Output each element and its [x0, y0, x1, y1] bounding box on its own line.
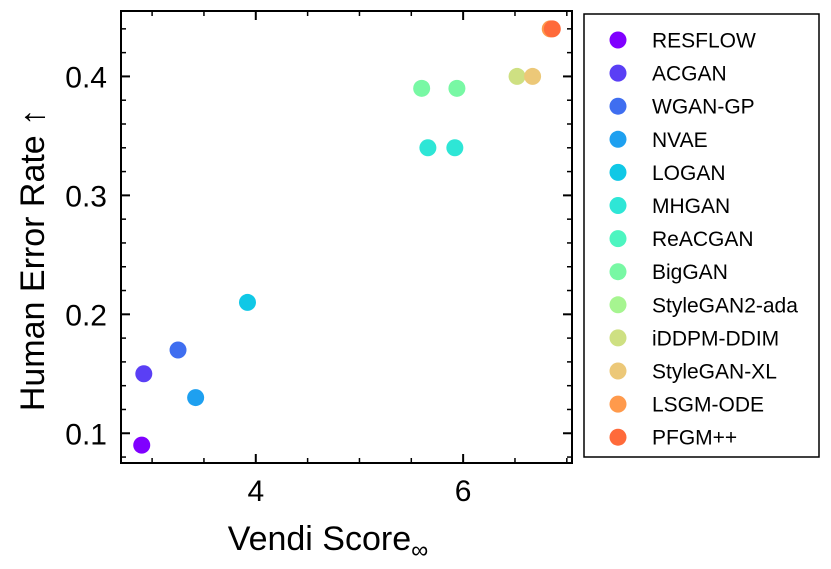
- y-tick-label: 0.2: [65, 299, 107, 332]
- legend-marker: [609, 329, 627, 347]
- legend-marker: [609, 362, 627, 380]
- legend-label: ACGAN: [652, 63, 727, 86]
- legend-label: StyleGAN2-ada: [652, 294, 798, 317]
- x-tick-label: 6: [455, 475, 472, 508]
- y-axis-title: Human Error Rate ↑: [14, 109, 52, 411]
- x-axis-title: Vendi Score∞: [228, 520, 428, 564]
- legend-label: ReACGAN: [652, 228, 754, 251]
- data-point-logan: [238, 293, 256, 311]
- y-axis: 0.1 0.2 0.3 0.4: [65, 28, 572, 458]
- data-point-iddpm-ddim: [508, 67, 526, 85]
- data-point-nvae: [187, 389, 205, 407]
- data-point-biggan: [413, 79, 431, 97]
- plot-area-frame: [120, 10, 573, 464]
- data-point-acgan: [135, 365, 153, 383]
- legend-label: NVAE: [652, 129, 708, 152]
- legend-marker: [609, 163, 627, 181]
- legend-marker: [609, 263, 627, 281]
- x-tick-label: 4: [247, 475, 264, 508]
- legend-label: LSGM-ODE: [652, 394, 764, 417]
- data-point-mhgan: [419, 139, 437, 157]
- data-point-biggan: [448, 79, 466, 97]
- data-point-resflow: [133, 436, 151, 454]
- y-tick-label: 0.1: [65, 418, 107, 451]
- legend-marker: [609, 230, 627, 248]
- legend-marker: [609, 97, 627, 115]
- legend-label: LOGAN: [652, 162, 726, 185]
- legend-label: StyleGAN-XL: [652, 361, 777, 384]
- data-point-wgan-gp: [169, 341, 187, 359]
- y-tick-label: 0.4: [65, 61, 107, 94]
- legend-marker: [609, 428, 627, 446]
- y-tick-label: 0.3: [65, 180, 107, 213]
- data-point-pfgm-: [543, 20, 561, 38]
- legend-label: RESFLOW: [652, 30, 756, 53]
- data-points: [133, 20, 561, 454]
- legend-marker: [609, 197, 627, 214]
- legend-marker: [609, 31, 627, 49]
- data-point-stylegan-xl: [524, 67, 542, 85]
- legend-label: MHGAN: [652, 195, 730, 218]
- legend-label: iDDPM-DDIM: [652, 327, 779, 350]
- legend: RESFLOW ACGAN WGAN-GP NVAE LOGAN MHGAN ReACGAN…: [609, 30, 798, 450]
- legend-marker: [609, 130, 627, 148]
- legend-label: WGAN-GP: [652, 96, 755, 119]
- data-point-mhgan: [446, 139, 464, 157]
- legend-marker: [609, 64, 627, 82]
- legend-label: BigGAN: [652, 261, 728, 284]
- legend-marker: [609, 296, 627, 314]
- legend-label: PFGM++: [652, 427, 737, 450]
- legend-marker: [609, 395, 627, 413]
- x-axis-title-subscript: ∞: [411, 537, 428, 564]
